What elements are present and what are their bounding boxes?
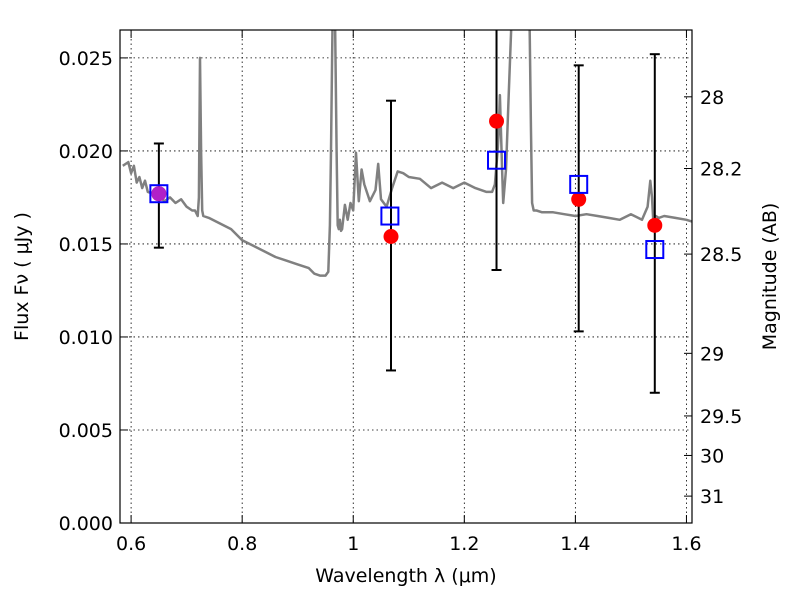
mag-tick-label: 29.5 [700, 406, 742, 428]
y-tick-label: 0.000 [59, 513, 113, 535]
observed-point [383, 229, 399, 245]
model-point [380, 206, 400, 226]
model-point [487, 150, 507, 170]
x-tick-label: 1.6 [671, 533, 701, 555]
x-axis-title: Wavelength λ (μm) [315, 565, 496, 587]
y-tick-label: 0.025 [59, 48, 113, 70]
observed-point [489, 113, 505, 129]
model-point [645, 240, 665, 260]
y-axis-title: Flux Fν ( μJy ) [11, 212, 33, 341]
y-tick-label: 0.015 [59, 234, 113, 256]
errorbar-layer [153, 30, 660, 394]
plot-frame [119, 29, 693, 524]
model-point [149, 184, 169, 204]
y-tick-label: 0.020 [59, 141, 113, 163]
mag-tick-label: 28.2 [700, 159, 742, 181]
x-tick-label: 1 [347, 533, 359, 555]
observed-point [647, 217, 663, 233]
spectrum-layer [122, 30, 692, 277]
mag-tick-label: 31 [700, 486, 724, 508]
x-tick-label: 1.4 [560, 533, 590, 555]
observed-point [571, 191, 587, 207]
right-axis-title: Magnitude (AB) [759, 203, 781, 351]
mag-tick-label: 28 [700, 87, 724, 109]
overlap-point [151, 186, 167, 202]
y-tick-label: 0.010 [59, 327, 113, 349]
mag-tick-label: 29 [700, 343, 724, 365]
marker-layer [149, 113, 665, 260]
model-point [569, 174, 589, 194]
y-tick-label: 0.005 [59, 420, 113, 442]
grid-layer [120, 30, 692, 524]
axis-layer: 0.6 0.8 1 1.2 1.4 1.6 0.000 0.005 0.010 0.015 0.02… [59, 30, 742, 555]
x-tick-label: 1.2 [449, 533, 479, 555]
x-tick-label: 0.6 [116, 533, 146, 555]
spectrum-line [122, 30, 692, 277]
mag-tick-label: 30 [700, 445, 724, 467]
mag-tick-label: 28.5 [700, 244, 742, 266]
x-tick-label: 0.8 [227, 533, 257, 555]
